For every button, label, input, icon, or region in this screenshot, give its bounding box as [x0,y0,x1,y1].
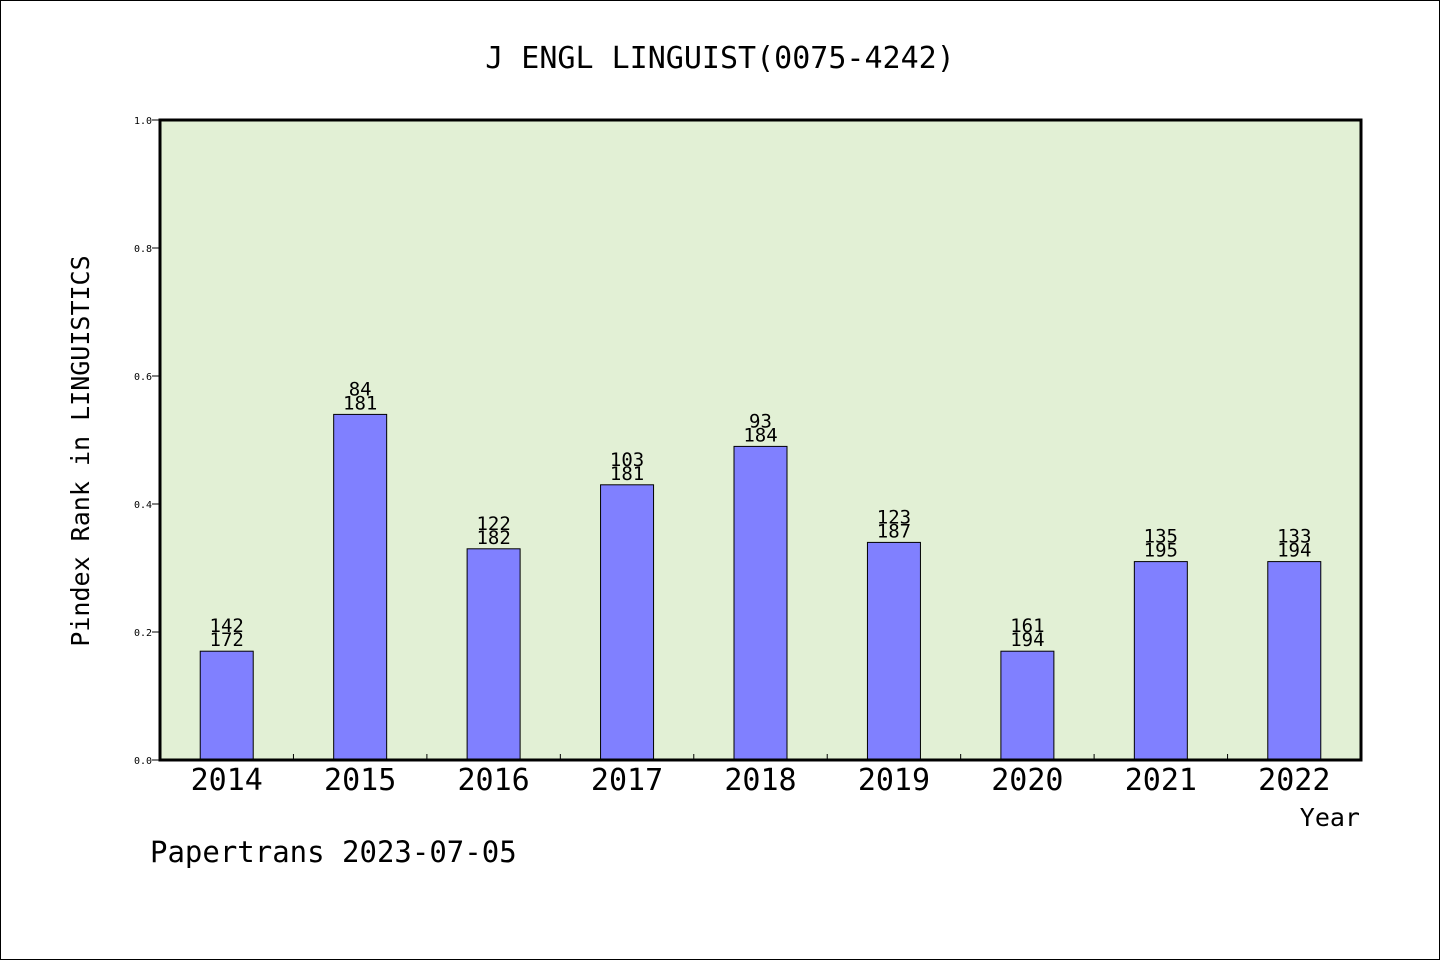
y-tick-label: 0.4 [134,500,152,511]
x-tick-label: 2016 [457,763,529,798]
bar-2015 [333,413,388,761]
y-tick-label: 0.8 [134,244,152,255]
bar-total-label: 194 [1010,629,1044,651]
y-axis-label: Pindex Rank in LINGUISTICS [66,255,95,646]
footer-credit: Papertrans 2023-07-05 [150,835,517,869]
x-tick-label: 2017 [591,763,663,798]
x-tick-label: 2018 [724,763,796,798]
bar-rank-label: 93 [749,410,772,432]
bar-rank-label: 103 [610,449,644,471]
bar-total-label: 181 [610,463,644,485]
x-tick-label: 2022 [1258,763,1330,798]
x-tick-label: 2015 [324,763,396,798]
bar-total-label: 194 [1277,540,1311,562]
bar-rank-label: 161 [1010,615,1044,637]
bar-rank-label: 84 [349,378,372,400]
bar-2016 [466,548,521,761]
x-tick-label: 2014 [191,763,263,798]
chart-title: J ENGL LINGUIST(0075-4242) [485,41,955,76]
bar-2017 [600,484,655,761]
x-tick-label: 2021 [1125,763,1197,798]
bar-total-label: 172 [210,629,244,651]
bar-rank-label: 133 [1277,526,1311,548]
bars: 1421728418112218210318193184123187161194… [199,378,1322,761]
x-tick-label: 2019 [858,763,930,798]
bar-2021 [1133,561,1188,761]
bar-total-label: 182 [476,527,510,549]
x-axis-label: Year [1300,803,1360,832]
bar-total-label: 195 [1144,540,1178,562]
plot-border [158,118,1363,762]
x-tick-label: 2020 [991,763,1063,798]
bar-2019 [866,541,921,761]
bar-2014 [199,650,254,761]
bar-2022 [1267,561,1322,761]
bar-total-label: 181 [343,392,377,414]
x-axis: 2014 2015 2016 2017 2018 2019 2020 2021 2022 [191,754,1330,798]
y-tick-label: 0.2 [134,628,152,639]
bar-rank-label: 135 [1144,526,1178,548]
y-axis: 0.0 0.2 0.4 0.6 0.8 1.0 [134,116,160,767]
bar-rank-label: 142 [210,615,244,637]
y-tick-label: 1.0 [134,116,152,127]
bar-rank-label: 122 [476,513,510,535]
bar-total-label: 184 [743,424,777,446]
bar-total-label: 187 [877,520,911,542]
y-tick-label: 0.0 [134,756,152,767]
bar-rank-label: 123 [877,506,911,528]
y-tick-label: 0.6 [134,372,152,383]
bar-2020 [1000,650,1055,761]
bar-2018 [733,445,788,761]
